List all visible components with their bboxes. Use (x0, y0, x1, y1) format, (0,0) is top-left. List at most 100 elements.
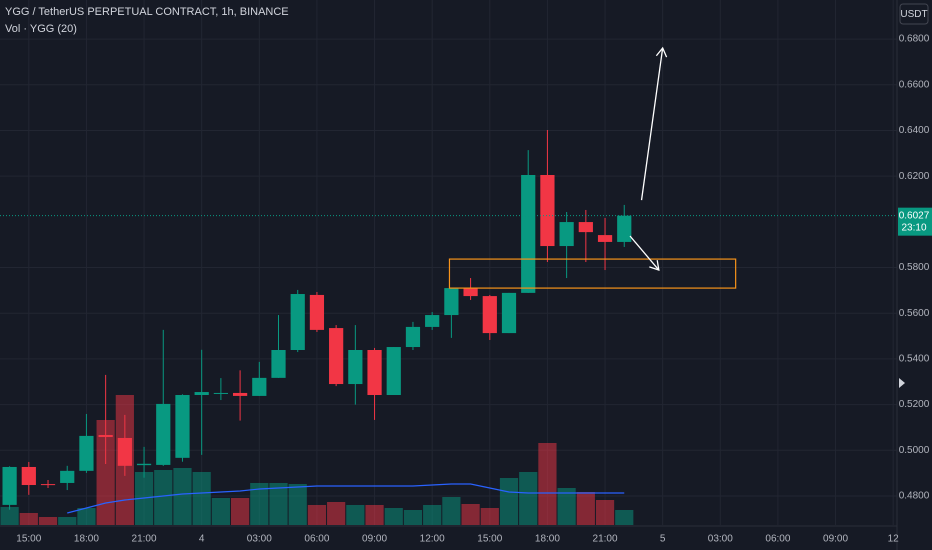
y-tick-label: 0.5800 (899, 262, 930, 273)
candle-body (117, 437, 132, 466)
volume-bar (58, 517, 77, 525)
y-tick-label: 0.6400 (899, 125, 930, 136)
volume-bar (154, 470, 173, 525)
candle-body (175, 395, 190, 458)
x-tick-label: 06:00 (765, 534, 790, 545)
y-tick-label: 0.5200 (899, 399, 930, 410)
candle-body (79, 435, 94, 471)
candle-body (386, 347, 401, 396)
candle-body (617, 215, 632, 242)
volume-bar (250, 483, 269, 525)
x-tick-label: 18:00 (535, 534, 560, 545)
candle-body (540, 175, 555, 247)
candle-body (444, 288, 459, 316)
countdown-label: 23:10 (901, 222, 926, 233)
currency: USDT (900, 9, 927, 20)
scroll-marker[interactable] (899, 378, 905, 388)
volume-bar (96, 420, 115, 525)
candle-body (597, 235, 613, 242)
y-tick-label: 0.5400 (899, 354, 930, 365)
volume-bar (288, 484, 307, 525)
candle-body (290, 294, 305, 350)
candle-body (309, 294, 325, 330)
arrow-head (649, 260, 660, 272)
current-price-label: 0.6027 (899, 210, 930, 221)
candle-body (329, 328, 344, 385)
volume-bar (538, 443, 557, 525)
candle-body (2, 466, 17, 505)
volume-bar (365, 505, 384, 525)
candle-body (578, 222, 593, 233)
volume-bar (269, 483, 288, 525)
candle-body (405, 326, 421, 348)
candle-body (232, 392, 248, 396)
arrow-line (629, 235, 660, 271)
y-tick-label: 0.5000 (899, 445, 930, 456)
candle-body (271, 350, 286, 378)
candle-body (482, 296, 497, 334)
zone-box (448, 258, 737, 289)
candle-body (40, 484, 56, 486)
candle-body (463, 288, 478, 297)
volume-bar (403, 510, 423, 525)
volume-bar (327, 502, 346, 525)
current-price-box (898, 207, 932, 236)
x-tick-label: 18:00 (74, 534, 99, 545)
volume-bar (192, 472, 211, 525)
candle-body (21, 466, 36, 486)
x-tick-label: 15:00 (477, 534, 502, 545)
y-tick-label: 0.6600 (899, 79, 930, 90)
candle-body (252, 377, 267, 396)
annotations (448, 46, 737, 289)
candle-body (425, 315, 440, 327)
candle-body (213, 392, 228, 394)
x-tick-label: 21:00 (132, 534, 157, 545)
y-tick-label: 0.5600 (899, 308, 930, 319)
volume-bar (307, 505, 327, 525)
volume-bar (77, 508, 96, 525)
candle-body (559, 222, 574, 247)
candle-body (98, 434, 113, 438)
volume-bar (499, 478, 519, 525)
candle-body (367, 350, 382, 396)
volume-bar (461, 504, 480, 525)
volume-bar (576, 492, 595, 525)
volume-bar (557, 488, 576, 525)
y-tick-label: 0.4800 (899, 491, 930, 502)
volume-title: Vol · YGG (20) (5, 23, 77, 35)
candle-body (194, 392, 209, 396)
x-tick-label: 03:00 (708, 534, 733, 545)
candle-body (136, 463, 152, 466)
volume-bar (384, 508, 403, 525)
volume-bar (230, 498, 250, 525)
candle-body (156, 403, 171, 465)
volume-ma-line (67, 483, 625, 514)
candle-body (521, 175, 536, 293)
x-tick-label: 03:00 (247, 534, 272, 545)
x-tick-label: 5 (660, 534, 666, 545)
volume-bar (38, 517, 58, 525)
volume-bar (211, 498, 230, 525)
x-tick-label: 15:00 (16, 534, 41, 545)
x-tick-label: 21:00 (593, 534, 618, 545)
candle-body (348, 350, 363, 385)
candle-body (60, 470, 75, 483)
x-tick-label: 12 (888, 534, 900, 545)
arrow-line (640, 47, 664, 201)
candles (2, 129, 632, 510)
volume-bar (346, 505, 365, 525)
arrow-head (655, 46, 668, 58)
x-tick-label: 06:00 (304, 534, 329, 545)
x-tick-label: 4 (199, 534, 205, 545)
volume-bar (19, 513, 38, 525)
volume-bar (480, 508, 499, 525)
candle-body (501, 292, 517, 334)
x-tick-label: 09:00 (823, 534, 848, 545)
currency-box[interactable] (899, 3, 929, 25)
volume-bar (442, 497, 461, 525)
x-tick-label: 12:00 (420, 534, 445, 545)
volume-bar (615, 510, 634, 525)
